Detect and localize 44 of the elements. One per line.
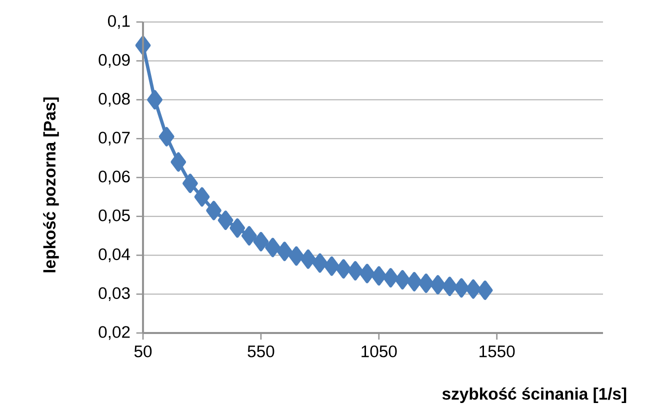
point: [336, 259, 352, 279]
y-tick-label: 0,1: [108, 15, 130, 29]
x-tick-label: 1550: [480, 345, 515, 358]
y-tick-label: 0,06: [98, 170, 130, 184]
point: [394, 270, 410, 290]
point: [430, 275, 446, 294]
point: [253, 232, 269, 252]
point: [312, 253, 328, 273]
y-tick-label: 0,03: [98, 287, 130, 301]
point: [147, 90, 162, 110]
point: [324, 256, 340, 276]
y-tick-label: 0,08: [98, 92, 130, 107]
point: [442, 276, 458, 296]
point: [194, 187, 210, 207]
point: [477, 280, 493, 300]
x-tick-label: 1050: [362, 345, 397, 358]
point: [170, 152, 186, 172]
y-tick-label: 0,02: [98, 326, 130, 340]
point: [158, 127, 174, 146]
point: [230, 218, 246, 238]
point: [371, 266, 387, 286]
y-tick-label: 0,09: [98, 54, 130, 68]
point: [300, 249, 316, 269]
point: [348, 261, 363, 280]
x-tick-label: 550: [248, 345, 274, 358]
point: [206, 200, 222, 220]
x-tick-label: 50: [134, 345, 152, 358]
point: [241, 226, 257, 246]
point: [359, 264, 375, 284]
point: [276, 242, 292, 262]
point: [406, 272, 422, 292]
y-tick-label: 0,05: [98, 210, 130, 224]
point: [288, 246, 304, 266]
x-axis-title: szybkość ścinania [1/s]: [442, 387, 626, 404]
y-axis-title: lepkość pozorna [Pas]: [43, 97, 59, 272]
point: [182, 174, 198, 193]
point: [218, 210, 234, 230]
y-tick-label: 0,04: [98, 248, 130, 262]
point: [265, 238, 280, 258]
point: [466, 279, 481, 299]
point: [383, 268, 398, 288]
point: [418, 274, 434, 293]
point: [454, 278, 470, 298]
y-tick-label: 0,07: [98, 132, 130, 146]
